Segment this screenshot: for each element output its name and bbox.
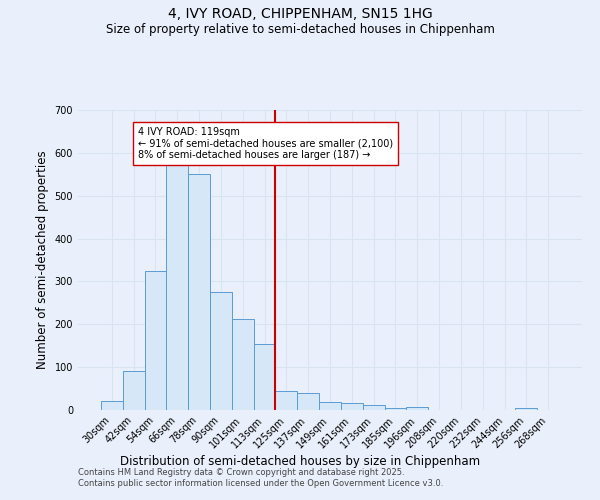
Bar [210, 292, 232, 410]
Bar [123, 372, 145, 410]
Bar [254, 344, 275, 410]
Bar [188, 174, 210, 410]
Bar [166, 164, 188, 410]
Bar [341, 403, 363, 410]
Y-axis label: Number of semi-detached properties: Number of semi-detached properties [36, 150, 49, 370]
Bar [232, 319, 254, 410]
Text: Distribution of semi-detached houses by size in Chippenham: Distribution of semi-detached houses by … [120, 455, 480, 468]
Bar [363, 405, 385, 410]
Text: Contains HM Land Registry data © Crown copyright and database right 2025.
Contai: Contains HM Land Registry data © Crown c… [78, 468, 443, 487]
Bar [275, 390, 297, 410]
Text: Size of property relative to semi-detached houses in Chippenham: Size of property relative to semi-detach… [106, 22, 494, 36]
Bar [101, 402, 123, 410]
Bar [145, 270, 166, 410]
Bar [406, 406, 428, 410]
Text: 4, IVY ROAD, CHIPPENHAM, SN15 1HG: 4, IVY ROAD, CHIPPENHAM, SN15 1HG [167, 8, 433, 22]
Bar [385, 408, 406, 410]
Bar [297, 393, 319, 410]
Text: 4 IVY ROAD: 119sqm
← 91% of semi-detached houses are smaller (2,100)
8% of semi-: 4 IVY ROAD: 119sqm ← 91% of semi-detache… [138, 127, 393, 160]
Bar [515, 408, 537, 410]
Bar [319, 402, 341, 410]
